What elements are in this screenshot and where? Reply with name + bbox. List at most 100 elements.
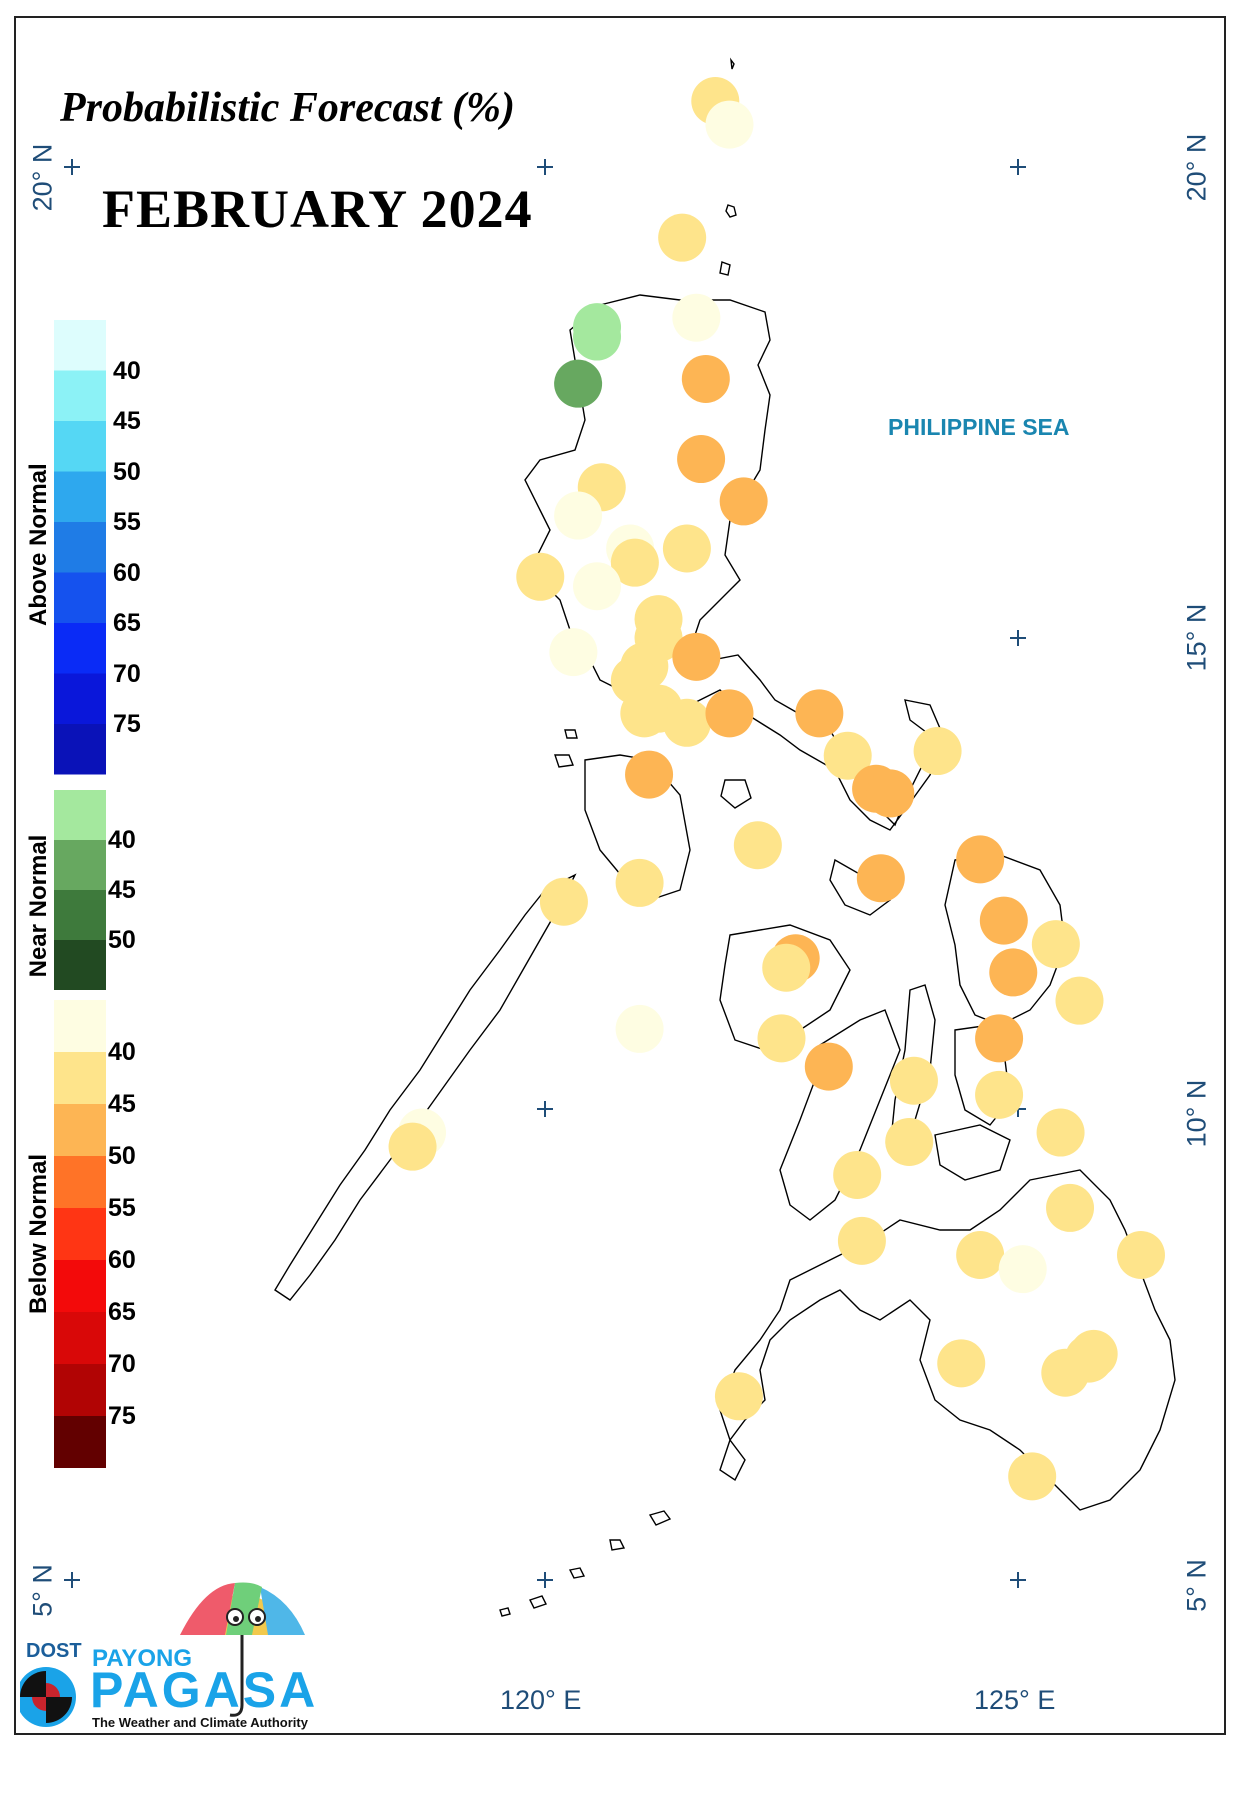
station-marker[interactable] (979, 896, 1028, 945)
station-marker[interactable] (615, 858, 664, 907)
payong-text: PAYONG (92, 1645, 193, 1672)
station-marker[interactable] (662, 524, 711, 573)
station-marker[interactable] (714, 1372, 763, 1421)
graticule-cross (1010, 1572, 1026, 1588)
station-marker[interactable] (554, 359, 603, 408)
philippine-sea-label: PHILIPPINE SEA (888, 414, 1070, 440)
station-marker[interactable] (719, 477, 768, 526)
legend-swatch-below (54, 1000, 106, 1052)
station-marker[interactable] (672, 632, 721, 681)
lat-label-20-right: 20° N (1181, 133, 1212, 202)
station-marker[interactable] (804, 1042, 853, 1091)
legend-tick-below: 45 (108, 1090, 136, 1118)
map-frame (14, 16, 1226, 1735)
station-marker[interactable] (388, 1122, 437, 1171)
station-marker[interactable] (937, 1339, 986, 1388)
legend-swatch-below (54, 1052, 106, 1104)
station-marker[interactable] (1008, 1452, 1057, 1501)
legend-swatch-above (54, 421, 106, 472)
lat-label-15-right: 15° N (1181, 603, 1212, 672)
station-marker[interactable] (956, 835, 1005, 884)
station-marker[interactable] (733, 821, 782, 870)
station-marker[interactable] (889, 1056, 938, 1105)
graticule-cross (64, 1572, 80, 1588)
station-marker[interactable] (762, 943, 811, 992)
legend-swatch-below (54, 1364, 106, 1416)
station-marker[interactable] (549, 628, 598, 677)
station-marker[interactable] (975, 1014, 1024, 1063)
station-marker[interactable] (795, 689, 844, 738)
station-marker[interactable] (1041, 1348, 1090, 1397)
station-marker[interactable] (1046, 1183, 1095, 1232)
station-marker[interactable] (705, 689, 754, 738)
legend-tick-below: 40 (108, 1038, 136, 1066)
station-marker[interactable] (672, 293, 721, 342)
legend-swatch-near (54, 890, 106, 940)
station-marker[interactable] (833, 1150, 882, 1199)
probability-legend (54, 320, 106, 1468)
forecast-stations[interactable] (388, 77, 1165, 1501)
station-marker[interactable] (658, 213, 707, 262)
legend-swatch-above (54, 370, 106, 421)
station-marker[interactable] (885, 1117, 934, 1166)
legend-tick-near: 45 (108, 876, 136, 904)
dost-text: DOST (26, 1640, 82, 1662)
legend-swatch-above (54, 724, 106, 775)
station-marker[interactable] (610, 538, 659, 587)
station-marker[interactable] (1031, 920, 1080, 969)
station-marker[interactable] (573, 562, 622, 611)
legend-tick-above: 50 (113, 457, 141, 486)
station-marker[interactable] (620, 689, 669, 738)
legend-tick-above: 60 (113, 558, 141, 587)
station-marker[interactable] (1116, 1231, 1165, 1280)
pagasa-logo: DOST PAYONG PAGASA The Weather and Clima… (20, 1565, 320, 1735)
legend-tick-below: 50 (108, 1142, 136, 1170)
forecast-map[interactable] (0, 0, 1241, 1753)
station-marker[interactable] (705, 100, 754, 149)
legend-tick-above: 65 (113, 609, 141, 637)
graticule-cross (1010, 159, 1026, 175)
station-marker[interactable] (1036, 1108, 1085, 1157)
lon-label-120: 120° E (500, 1685, 582, 1715)
legend-tick-below: 70 (108, 1350, 136, 1378)
station-marker[interactable] (975, 1070, 1024, 1119)
tagline-text: The Weather and Climate Authority (92, 1715, 308, 1730)
pagasa-text: PAGASA (90, 1662, 319, 1718)
station-marker[interactable] (757, 1014, 806, 1063)
legend-swatch-near (54, 840, 106, 890)
station-marker[interactable] (662, 698, 711, 747)
lat-label-10-right: 10° N (1181, 1079, 1212, 1148)
legend-swatch-above (54, 623, 106, 674)
station-marker[interactable] (866, 769, 915, 818)
station-marker[interactable] (998, 1245, 1047, 1294)
legend-tick-above: 40 (113, 356, 141, 385)
station-marker[interactable] (681, 354, 730, 403)
station-marker[interactable] (989, 948, 1038, 997)
station-marker[interactable] (1055, 976, 1104, 1025)
legend-swatch-above (54, 572, 106, 623)
station-marker[interactable] (516, 552, 565, 601)
station-marker[interactable] (856, 854, 905, 903)
legend-swatch-above (54, 320, 106, 371)
legend-tick-above: 55 (113, 508, 141, 536)
station-marker[interactable] (615, 1004, 664, 1053)
legend-swatch-below (54, 1104, 106, 1156)
legend-tick-below: 65 (108, 1298, 136, 1326)
legend-swatch-below (54, 1208, 106, 1260)
station-marker[interactable] (677, 435, 726, 484)
legend-title-below: Below Normal (25, 1153, 52, 1314)
station-marker[interactable] (956, 1231, 1005, 1280)
station-marker[interactable] (573, 312, 622, 361)
legend-swatch-above (54, 673, 106, 724)
station-marker[interactable] (625, 750, 674, 799)
legend-swatch-below (54, 1312, 106, 1364)
lon-label-125: 125° E (974, 1685, 1056, 1715)
legend-swatch-below (54, 1156, 106, 1208)
station-marker[interactable] (913, 727, 962, 776)
station-marker[interactable] (539, 877, 588, 926)
station-marker[interactable] (554, 491, 603, 540)
station-marker[interactable] (837, 1216, 886, 1265)
graticule-cross (1010, 630, 1026, 646)
station-marker[interactable] (823, 731, 872, 780)
graticule-cross (537, 1101, 553, 1117)
